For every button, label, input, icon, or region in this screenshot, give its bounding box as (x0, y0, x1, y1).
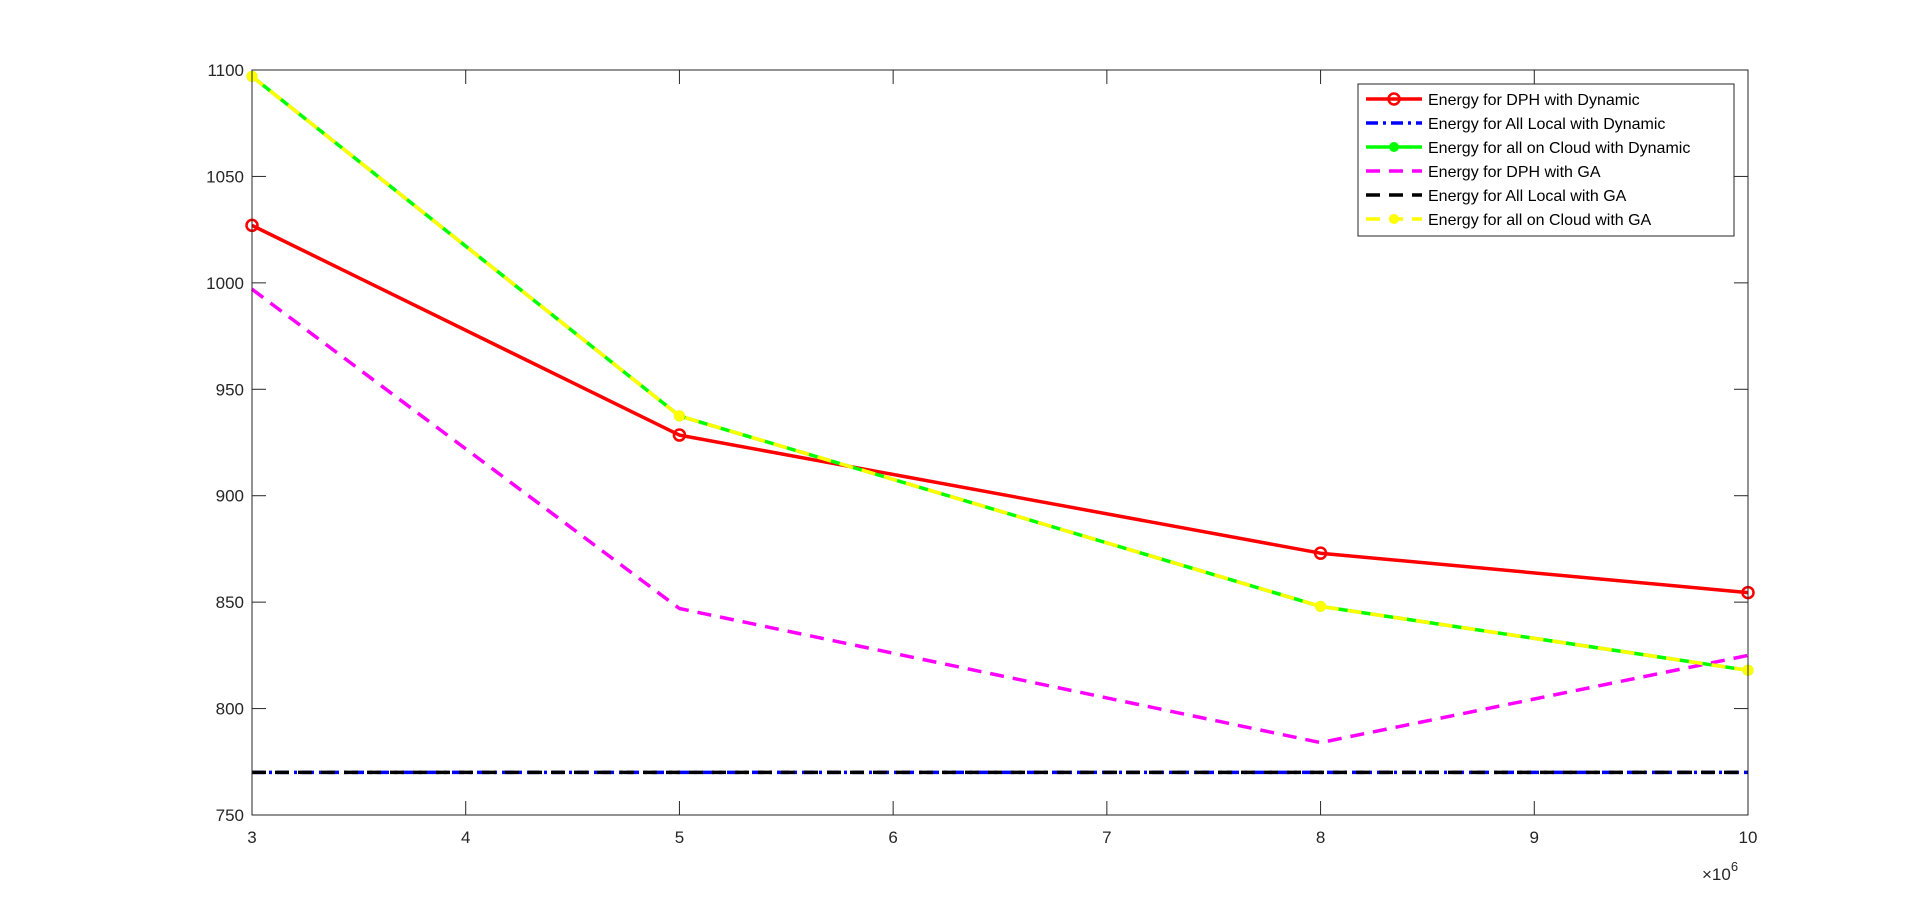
y-tick-label: 950 (216, 380, 244, 399)
axes-box (251, 69, 1749, 816)
legend-entry: Energy for all on Cloud with GA (1366, 212, 1652, 229)
legend-entry: Energy for All Local with Dynamic (1366, 116, 1665, 133)
legend-label: Energy for All Local with Dynamic (1428, 116, 1665, 133)
legend-entry: Energy for DPH with Dynamic (1366, 92, 1640, 109)
legend-label: Energy for DPH with GA (1428, 164, 1601, 181)
y-tick-label: 1100 (207, 61, 244, 80)
series-line-3 (250, 287, 1749, 745)
x-tick-label: 7 (1102, 828, 1111, 847)
legend-box (1357, 83, 1735, 237)
series-5 (246, 70, 1754, 676)
y-tick-label: 850 (216, 593, 244, 612)
x-tick-label: 9 (1530, 828, 1539, 847)
x-tick-label: 8 (1316, 828, 1325, 847)
legend-entry: Energy for All Local with GA (1366, 188, 1627, 205)
data-point (1315, 600, 1327, 612)
legend-entry: Energy for DPH with GA (1366, 164, 1601, 181)
x-tick-label: 4 (461, 828, 470, 847)
x-tick-label: 5 (675, 828, 684, 847)
legend-label: Energy for DPH with Dynamic (1428, 92, 1640, 109)
y-tick-label: 750 (216, 806, 244, 825)
y-tick-label: 1050 (206, 167, 244, 186)
y-tick-label: 900 (216, 487, 244, 506)
x-exponent-label: ×106 (1702, 859, 1738, 884)
x-tick-label: 6 (888, 828, 897, 847)
series-layer (245, 70, 1755, 775)
data-point (672, 428, 687, 442)
legend-marker (1387, 92, 1401, 106)
data-point (673, 410, 685, 422)
legend-label: Energy for all on Cloud with Dynamic (1428, 140, 1690, 157)
x-tick-label: 10 (1739, 828, 1758, 847)
y-tick-label: 1000 (206, 274, 244, 293)
axes-layer: 3 4 5 6 7 8 9 10 750 800 850 900 950 1000 1050 1100 ×106 (206, 61, 1757, 884)
data-point (1313, 546, 1328, 560)
series-line-5 (250, 75, 1749, 673)
series-line-0 (251, 223, 1749, 595)
legend-label: Energy for All Local with GA (1428, 188, 1627, 205)
legend: Energy for DPH with Dynamic Energy for Al… (1357, 83, 1735, 237)
legend-label: Energy for all on Cloud with GA (1428, 212, 1652, 229)
series-3 (250, 287, 1749, 745)
x-tick-label: 3 (247, 828, 256, 847)
legend-marker (1389, 142, 1399, 152)
legend-entry: Energy for all on Cloud with Dynamic (1366, 140, 1690, 157)
y-tick-label: 800 (216, 700, 244, 719)
legend-marker (1389, 214, 1399, 224)
